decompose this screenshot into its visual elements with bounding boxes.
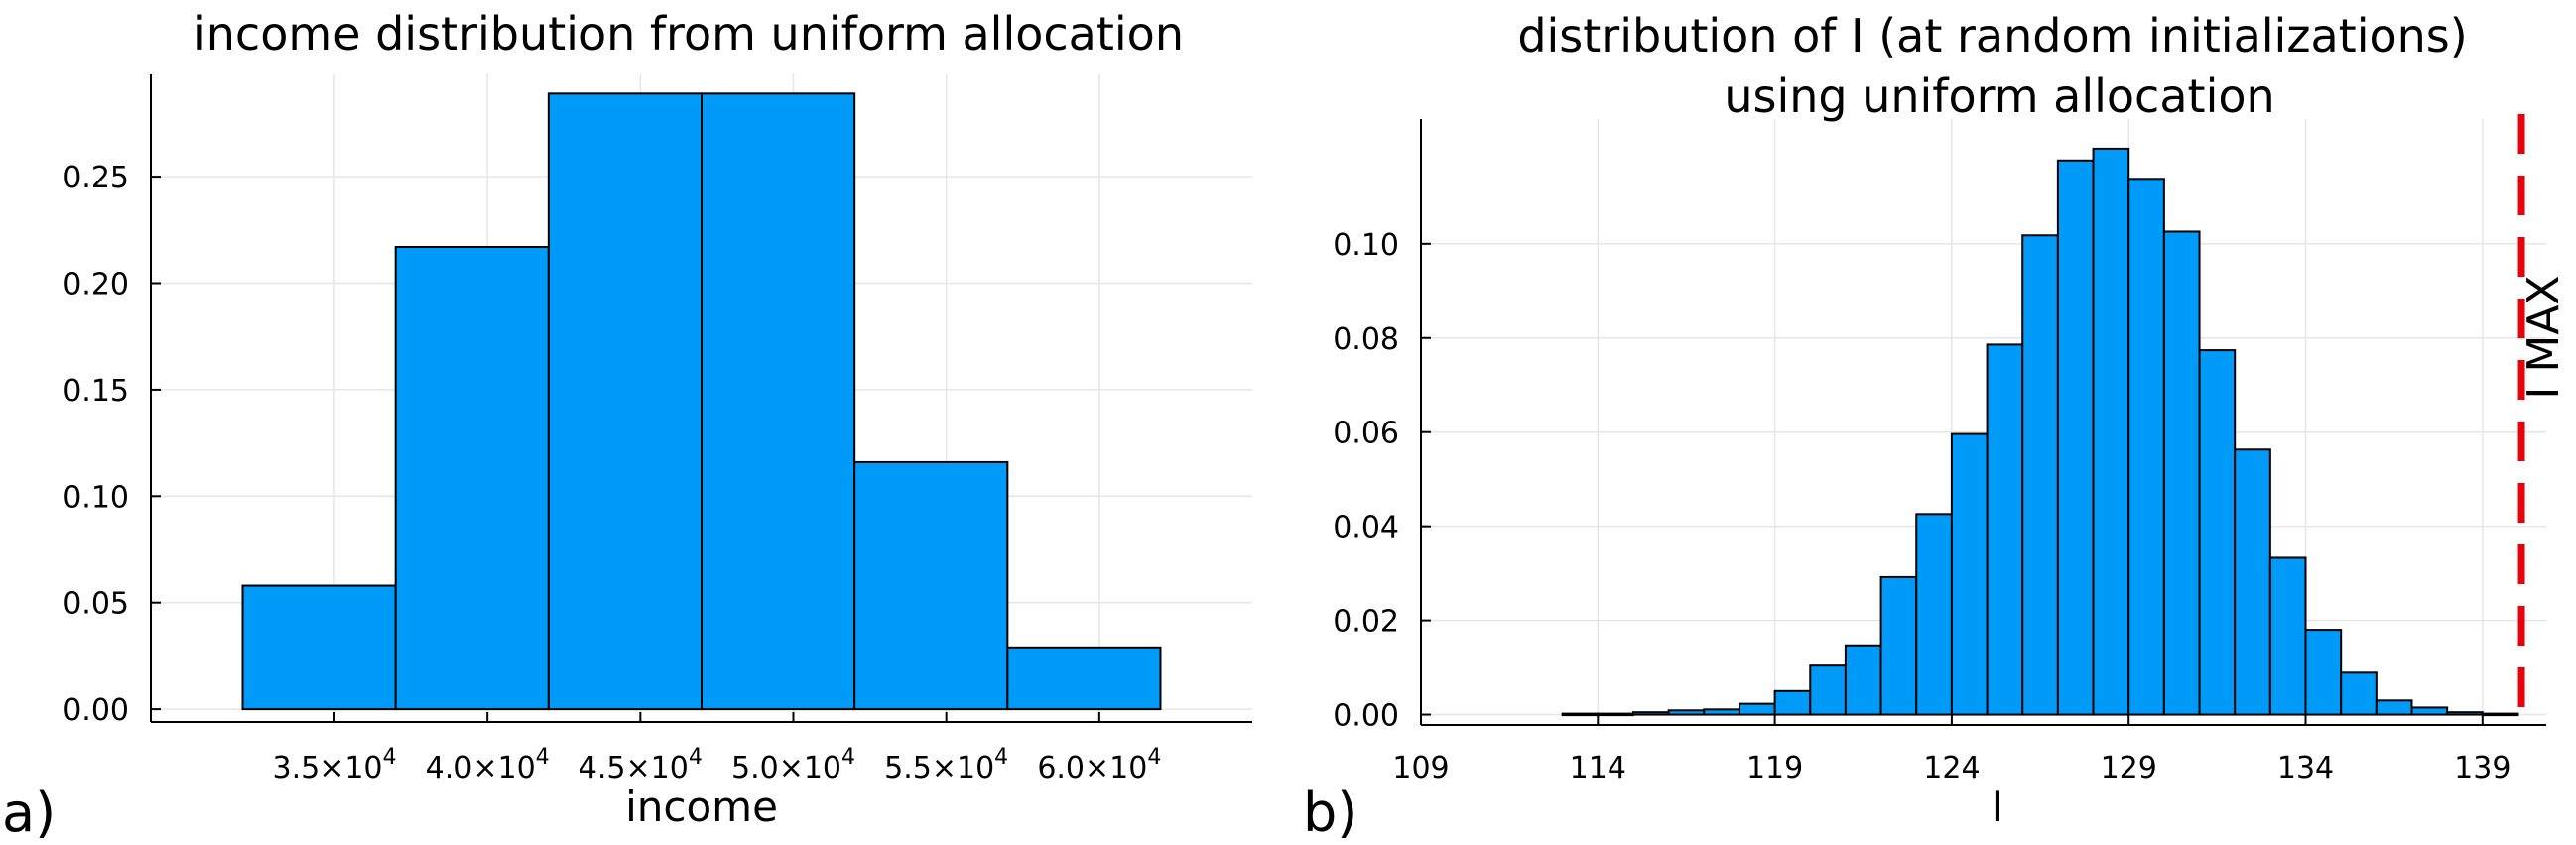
panel-a-title: income distribution from uniform allocat… xyxy=(193,7,1184,60)
panel-a-xtick-label-3: 5.0×104 xyxy=(731,745,855,785)
panel-b-title-line-2: using uniform allocation xyxy=(1724,69,2274,123)
panel-a-xtick-label-1: 4.0×104 xyxy=(426,745,550,785)
panel-b-bar-26 xyxy=(2481,712,2519,717)
panel-b-bar-23 xyxy=(2375,699,2413,716)
panel-b-bar-17 xyxy=(2162,230,2201,716)
panel-b-title-line-1: distribution of I (at random initializat… xyxy=(1517,9,2467,62)
panel-b-ytick-label-0: 0.00 xyxy=(1333,699,1399,734)
panel-b-bar-7 xyxy=(1809,664,1847,716)
panel-a-ytick-label-1: 0.05 xyxy=(63,587,129,622)
panel-b-bar-0 xyxy=(1561,712,1600,717)
panel-a-ytick-label-4: 0.20 xyxy=(63,268,129,302)
panel-a-ytick-label-3: 0.15 xyxy=(63,374,129,409)
panel-a-bar-2 xyxy=(547,92,703,711)
panel-b-bar-14 xyxy=(2056,159,2095,716)
panel-b-bar-12 xyxy=(1986,343,2024,716)
panel-b-bar-15 xyxy=(2092,147,2130,716)
panel-a-xtick-label-4: 5.5×104 xyxy=(884,745,1008,785)
panel-b-ticks: 109 114 119 124 129 134 139 0.00 0.02 0.04 0.06 0.0… xyxy=(1333,228,2511,785)
panel-a-ytick-label-0: 0.00 xyxy=(63,693,129,728)
panel-b-ytick-label-1: 0.02 xyxy=(1333,605,1399,640)
panel-a-xtick-label-0: 3.5×104 xyxy=(272,745,396,785)
panel-a-label: a) xyxy=(2,782,56,844)
panel-b-axes xyxy=(1420,119,2546,726)
panel-b-bar-24 xyxy=(2410,706,2449,716)
panel-a-xtick-label-5: 6.0×104 xyxy=(1037,745,1161,785)
panel-b-bar-9 xyxy=(1879,575,1918,716)
panel-a-ticks: 3.5×104 4.0×104 4.5×104 5.0×104 5.5×104 6.0×1… xyxy=(63,161,1161,785)
panel-a-xtick-label-2: 4.5×104 xyxy=(579,745,703,785)
panel-b-xlabel: I xyxy=(1992,783,2003,831)
panel-b-bar-25 xyxy=(2446,711,2484,716)
panel-a-bar-0 xyxy=(241,584,397,711)
panel-a-bar-4 xyxy=(853,460,1009,711)
panel-b-label: b) xyxy=(1303,782,1357,844)
panel-b-xtick-label-4: 129 xyxy=(2101,751,2157,785)
panel-b-bar-1 xyxy=(1597,712,1634,717)
panel-b-bar-16 xyxy=(2127,178,2165,716)
panel-b-bars xyxy=(1561,147,2519,717)
i-max-label: I MAX xyxy=(2518,275,2569,399)
panel-b-bar-20 xyxy=(2268,556,2307,716)
panel-a-bars xyxy=(241,92,1162,711)
panel-a-bar-1 xyxy=(394,245,550,711)
panel-a-bar-5 xyxy=(1006,646,1162,711)
panel-b-xtick-label-5: 134 xyxy=(2277,751,2334,785)
panel-b-ytick-label-3: 0.06 xyxy=(1333,417,1399,451)
panel-b-bar-8 xyxy=(1844,644,1882,716)
panel-b-ytick-label-2: 0.04 xyxy=(1333,511,1399,545)
panel-b-bar-11 xyxy=(1950,432,1989,716)
panel-b-xtick-label-2: 119 xyxy=(1746,751,1803,785)
panel-a-bar-3 xyxy=(701,92,856,711)
panel-b-bar-13 xyxy=(2021,234,2059,716)
panel-b: 109 114 119 124 129 134 139 0.00 0.02 0.04 0.06 0.0… xyxy=(1303,9,2569,844)
panel-b-xtick-label-0: 109 xyxy=(1392,751,1449,785)
panel-a: 3.5×104 4.0×104 4.5×104 5.0×104 5.5×104 6.0×1… xyxy=(2,7,1252,844)
panel-a-xlabel: income xyxy=(625,783,778,831)
panel-b-bar-18 xyxy=(2198,349,2237,716)
panel-b-bar-5 xyxy=(1738,702,1776,716)
panel-b-bar-4 xyxy=(1703,708,1740,716)
panel-b-bar-2 xyxy=(1631,711,1670,716)
panel-b-bar-3 xyxy=(1667,709,1706,716)
panel-b-xtick-label-1: 114 xyxy=(1570,751,1626,785)
panel-b-bar-21 xyxy=(2304,629,2343,716)
panel-b-bar-10 xyxy=(1915,513,1953,716)
panel-a-ytick-label-5: 0.25 xyxy=(63,161,129,195)
panel-b-ytick-label-5: 0.10 xyxy=(1333,228,1399,263)
panel-b-ytick-label-4: 0.08 xyxy=(1333,322,1399,357)
panel-a-ytick-label-2: 0.10 xyxy=(63,480,129,515)
panel-b-xtick-label-3: 124 xyxy=(1923,751,1980,785)
panel-b-bar-19 xyxy=(2234,448,2271,716)
panel-b-bar-6 xyxy=(1773,689,1812,716)
panel-b-xtick-label-6: 139 xyxy=(2454,751,2511,785)
panel-b-bar-22 xyxy=(2340,671,2378,716)
